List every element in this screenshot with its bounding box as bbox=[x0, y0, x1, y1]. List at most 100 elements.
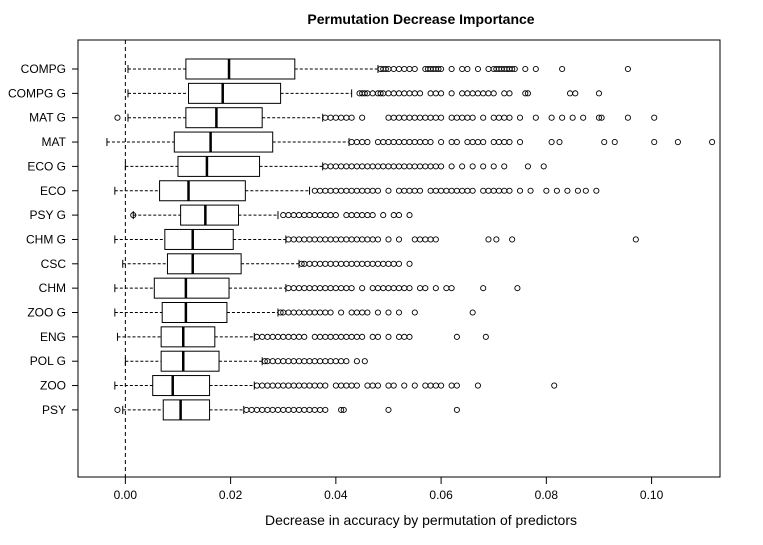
outlier-pol-g-8 bbox=[301, 358, 308, 365]
outlier-chm-14 bbox=[369, 285, 376, 292]
outlier-psy-g-5 bbox=[301, 212, 308, 219]
outlier-eng-11 bbox=[317, 333, 324, 340]
outlier-pol-g-9 bbox=[306, 358, 313, 365]
outlier-eco-g-20 bbox=[427, 163, 434, 170]
outlier-mat-g-1 bbox=[322, 114, 329, 121]
box-chm-g bbox=[164, 228, 234, 250]
outlier-mat-22 bbox=[490, 138, 497, 146]
outlier-pol-g-13 bbox=[327, 358, 334, 365]
outlier-compg-8 bbox=[411, 65, 418, 73]
outlier-zoo-g-0 bbox=[277, 309, 284, 316]
outlier-psy-10 bbox=[290, 406, 297, 413]
outlier-mat-0 bbox=[348, 138, 355, 146]
box-csc bbox=[166, 253, 242, 275]
outlier-csc-11 bbox=[353, 260, 360, 267]
outlier-zoo-21 bbox=[374, 382, 382, 389]
outlier-eco-35 bbox=[527, 187, 534, 194]
outlier-zoo-31 bbox=[453, 382, 460, 389]
outlier-chm-g-0 bbox=[285, 236, 292, 243]
box-group-eng bbox=[116, 326, 489, 348]
outlier-eco-31 bbox=[495, 187, 503, 194]
outlier-psy-g-6 bbox=[306, 212, 313, 219]
category-label-eng: ENG bbox=[40, 330, 66, 344]
outlier-eco-4 bbox=[332, 187, 339, 194]
box-chm bbox=[153, 277, 230, 299]
outlier-zoo-11 bbox=[311, 382, 318, 389]
outlier-csc-7 bbox=[332, 260, 339, 267]
outlier-eco-6 bbox=[343, 187, 350, 194]
outlier-eng-17 bbox=[348, 333, 355, 340]
outlier-psy-g-14 bbox=[353, 212, 360, 219]
outlier-mat-1 bbox=[353, 138, 360, 146]
box-mat-g bbox=[185, 107, 263, 129]
outlier-chm-g-6 bbox=[317, 236, 324, 243]
outlier-eco-g-6 bbox=[353, 163, 360, 170]
outlier-mat-g-3 bbox=[332, 114, 339, 121]
outlier-eco-24 bbox=[453, 187, 460, 194]
outlier-zoo-30 bbox=[448, 382, 455, 389]
outlier-pol-g-3 bbox=[274, 358, 282, 365]
outlier-mat-g-22 bbox=[464, 114, 471, 121]
outlier-compg-g-26 bbox=[501, 90, 508, 97]
outlier-zoo-g-10 bbox=[327, 309, 334, 316]
x-axis: 0.00 0.02 0.04 0.06 0.08 0.10 bbox=[114, 476, 664, 502]
outlier-mat-g-27 bbox=[501, 114, 508, 121]
outlier-mat-g-19 bbox=[448, 114, 455, 121]
outlier-zoo-9 bbox=[301, 382, 308, 389]
category-label-chm-g: CHM G bbox=[26, 232, 66, 246]
outlier-psy-11 bbox=[295, 406, 303, 413]
outlier-psy-g-13 bbox=[348, 212, 355, 219]
outlier-mat-g-29 bbox=[516, 114, 524, 121]
outlier-zoo-16 bbox=[343, 382, 350, 389]
outlier-psy-14 bbox=[311, 406, 318, 413]
outlier-compg-17 bbox=[459, 65, 466, 73]
outlier-eco-g-12 bbox=[385, 163, 392, 170]
outlier-chm-5 bbox=[311, 285, 318, 292]
outlier-csc-19 bbox=[395, 260, 403, 267]
outlier-compg-g-18 bbox=[448, 90, 455, 97]
outlier-psy-9 bbox=[285, 406, 292, 413]
outlier-compg-28 bbox=[509, 65, 516, 73]
outlier-mat-g-38 bbox=[651, 114, 658, 121]
box-pol-g bbox=[160, 350, 220, 372]
outlier-zoo-22 bbox=[385, 382, 392, 389]
box-psy bbox=[162, 399, 211, 421]
outlier-eco-g-22 bbox=[438, 163, 445, 170]
outlier-compg-g-4 bbox=[369, 90, 376, 97]
outlier-compg-29 bbox=[511, 65, 518, 73]
outlier-eco-9 bbox=[359, 187, 366, 194]
outlier-chm-g-3 bbox=[301, 236, 308, 243]
outlier-eco-15 bbox=[401, 187, 408, 194]
x-tick-label-0: 0.00 bbox=[114, 488, 138, 502]
outlier-zoo-g-6 bbox=[306, 309, 313, 316]
outlier-mat-21 bbox=[480, 138, 487, 146]
outlier-psy-15 bbox=[317, 406, 324, 413]
outlier-eco-22 bbox=[443, 187, 450, 194]
outlier-mat-8 bbox=[395, 138, 403, 146]
outlier-eng-10 bbox=[311, 333, 318, 340]
outlier-mat-5 bbox=[380, 138, 387, 146]
outlier-compg-15 bbox=[438, 65, 445, 73]
outlier-chm-23 bbox=[422, 285, 429, 292]
outlier-eng-25 bbox=[406, 333, 413, 340]
outlier-compg-g-32 bbox=[595, 90, 603, 97]
box-group-zoo-g bbox=[114, 302, 476, 323]
outlier-csc-4 bbox=[317, 260, 324, 267]
outlier-psy-g-7 bbox=[311, 212, 318, 219]
outlier-psy-19 bbox=[385, 406, 392, 413]
outlier-mat-12 bbox=[416, 138, 424, 146]
outlier-eco-g-24 bbox=[459, 163, 466, 170]
outlier-mat-15 bbox=[438, 138, 445, 146]
outlier-eng-0 bbox=[253, 333, 260, 340]
outlier-chm-g-18 bbox=[385, 236, 392, 243]
outlier-zoo-g-20 bbox=[469, 309, 476, 316]
outlier-csc-2 bbox=[306, 260, 313, 267]
outlier-eco-12 bbox=[374, 187, 382, 194]
box-zoo bbox=[152, 375, 211, 397]
outlier-chm-3 bbox=[301, 285, 308, 292]
outlier-mat-g-23 bbox=[469, 114, 476, 121]
outlier-chm-g-16 bbox=[369, 236, 376, 243]
outlier-mat-g-26 bbox=[495, 114, 503, 121]
outlier-zoo-g-9 bbox=[322, 309, 329, 316]
outlier-mat-g-35 bbox=[595, 114, 603, 121]
